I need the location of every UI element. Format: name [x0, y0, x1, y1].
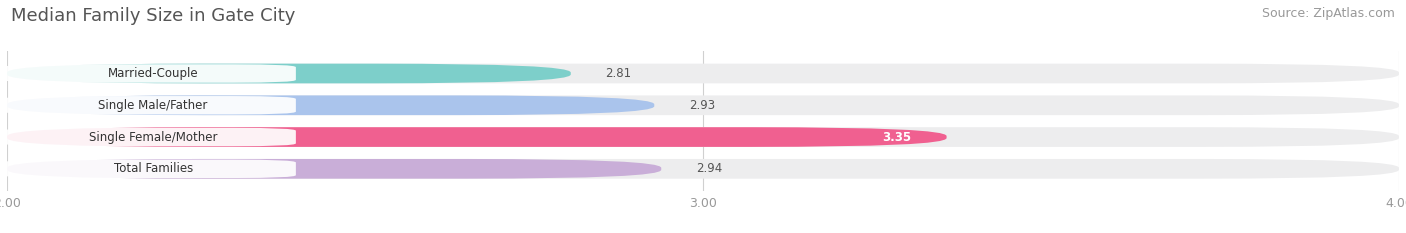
FancyBboxPatch shape: [4, 96, 295, 114]
FancyBboxPatch shape: [7, 96, 654, 115]
Text: Single Male/Father: Single Male/Father: [98, 99, 208, 112]
Text: Total Families: Total Families: [114, 162, 193, 175]
FancyBboxPatch shape: [7, 96, 1399, 115]
FancyBboxPatch shape: [7, 127, 946, 147]
FancyBboxPatch shape: [7, 127, 1399, 147]
FancyBboxPatch shape: [4, 64, 295, 83]
FancyBboxPatch shape: [4, 160, 295, 178]
FancyBboxPatch shape: [7, 159, 661, 179]
FancyBboxPatch shape: [4, 128, 295, 146]
Text: Married-Couple: Married-Couple: [108, 67, 198, 80]
FancyBboxPatch shape: [7, 64, 571, 83]
Text: 2.94: 2.94: [696, 162, 723, 175]
Text: 2.81: 2.81: [606, 67, 631, 80]
Text: Median Family Size in Gate City: Median Family Size in Gate City: [11, 7, 295, 25]
Text: 3.35: 3.35: [883, 130, 912, 144]
FancyBboxPatch shape: [7, 159, 1399, 179]
Text: Single Female/Mother: Single Female/Mother: [89, 130, 218, 144]
Text: Source: ZipAtlas.com: Source: ZipAtlas.com: [1261, 7, 1395, 20]
FancyBboxPatch shape: [7, 64, 1399, 83]
Text: 2.93: 2.93: [689, 99, 716, 112]
